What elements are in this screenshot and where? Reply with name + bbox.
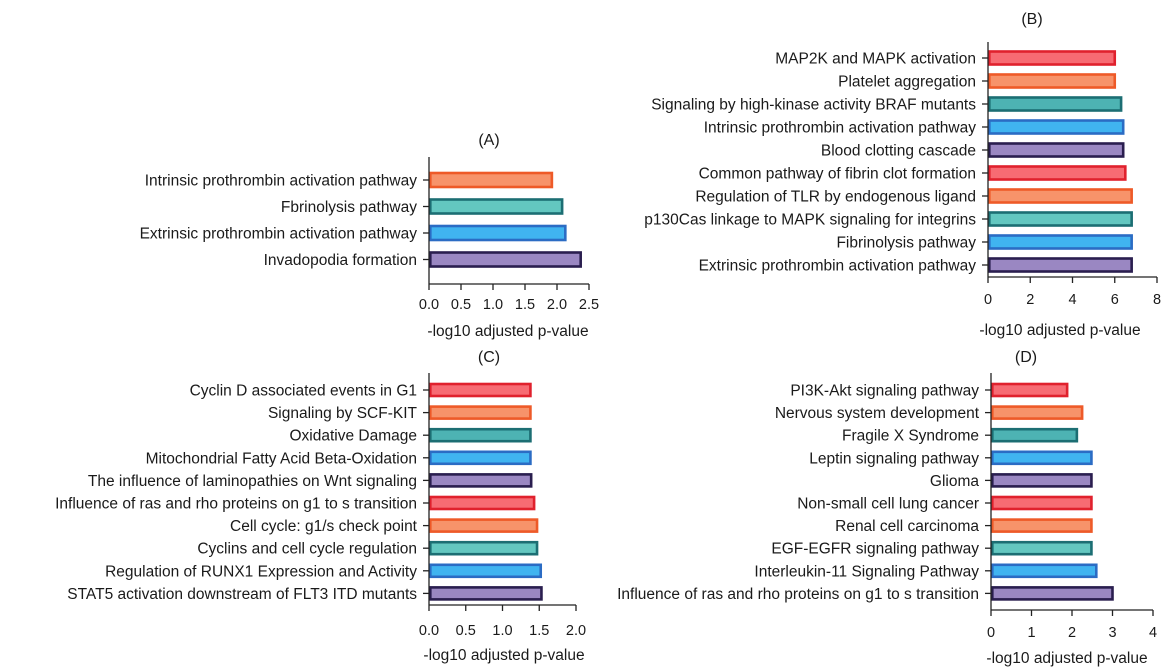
- bar: [428, 198, 564, 215]
- category-label: Extrinsic prothrombin activation pathway: [699, 258, 977, 275]
- panel-title: (A): [478, 132, 499, 149]
- x-tick-label: 0.0: [419, 623, 439, 639]
- bar: [428, 224, 567, 242]
- bar: [987, 165, 1127, 181]
- category-label: Intrinsic prothrombin activation pathway: [145, 173, 417, 190]
- category-label: STAT5 activation downstream of FLT3 ITD …: [67, 586, 417, 603]
- category-label: Oxidative Damage: [289, 428, 417, 445]
- bar: [987, 234, 1133, 250]
- panel-title: (D): [1015, 349, 1037, 366]
- x-tick-label: 0.5: [456, 623, 476, 639]
- category-label: Influence of ras and rho proteins on g1 …: [617, 586, 979, 603]
- bar: [987, 50, 1117, 66]
- bar: [428, 518, 539, 533]
- category-label: EGF-EGFR signaling pathway: [771, 541, 979, 558]
- bar: [990, 405, 1084, 420]
- x-axis-label: -log10 adjusted p-value: [427, 323, 588, 340]
- bar: [428, 382, 532, 398]
- x-tick-label: 4: [1149, 625, 1157, 641]
- bar: [987, 73, 1117, 89]
- category-label: Fbrinolysis pathway: [281, 199, 417, 216]
- bar: [987, 188, 1133, 204]
- category-label: Interleukin-11 Signaling Pathway: [754, 563, 979, 580]
- bar: [987, 211, 1133, 227]
- bar: [990, 540, 1093, 556]
- category-label: MAP2K and MAPK activation: [775, 51, 976, 68]
- category-label: Blood clotting cascade: [821, 143, 976, 160]
- category-label: Fragile X Syndrome: [842, 428, 979, 445]
- x-tick-label: 1.0: [492, 623, 512, 639]
- bar: [987, 142, 1125, 158]
- x-tick-label: 6: [1111, 292, 1119, 308]
- x-tick-label: 0.0: [419, 297, 439, 313]
- bar: [428, 563, 543, 579]
- category-label: Nervous system development: [775, 405, 980, 422]
- category-label: Common pathway of fibrin clot formation: [699, 166, 976, 183]
- category-label: Influence of ras and rho proteins on g1 …: [55, 496, 417, 513]
- category-label: Mitochondrial Fatty Acid Beta-Oxidation: [146, 450, 417, 467]
- x-tick-label: 2: [1068, 625, 1076, 641]
- x-tick-label: 4: [1068, 292, 1076, 308]
- x-tick-label: 2.0: [547, 297, 567, 313]
- bar: [428, 251, 582, 268]
- category-label: PI3K-Akt signaling pathway: [790, 383, 979, 400]
- category-label: p130Cas linkage to MAPK signaling for in…: [644, 212, 976, 229]
- bar: [987, 96, 1123, 112]
- category-label: Extrinsic prothrombin activation pathway: [140, 226, 418, 243]
- bar: [428, 450, 532, 466]
- category-label: Renal cell carcinoma: [835, 518, 979, 535]
- x-tick-label: 3: [1108, 625, 1116, 641]
- x-tick-label: 0.5: [451, 297, 471, 313]
- category-label: The influence of laminopathies on Wnt si…: [88, 473, 417, 490]
- x-tick-label: 1: [1027, 625, 1035, 641]
- category-label: Cyclin D associated events in G1: [190, 383, 417, 400]
- x-tick-label: 2: [1026, 292, 1034, 308]
- bar: [428, 495, 536, 511]
- bar: [428, 405, 532, 420]
- bar: [990, 495, 1093, 511]
- x-tick-label: 2.5: [579, 297, 599, 313]
- x-axis-label: -log10 adjusted p-value: [979, 322, 1140, 339]
- x-tick-label: 0: [987, 625, 995, 641]
- category-label: Platelet aggregation: [838, 74, 976, 91]
- bar: [428, 540, 539, 556]
- category-label: Cell cycle: g1/s check point: [230, 518, 418, 535]
- panel-title: (C): [478, 349, 500, 366]
- x-tick-label: 8: [1153, 292, 1161, 308]
- bar: [990, 518, 1093, 533]
- bar: [428, 171, 554, 189]
- bar: [990, 586, 1114, 601]
- category-label: Leptin signaling pathway: [809, 450, 979, 467]
- category-label: Non-small cell lung cancer: [797, 496, 979, 513]
- panel-title: (B): [1021, 11, 1042, 28]
- x-tick-label: 1.5: [515, 297, 535, 313]
- bar: [987, 119, 1125, 135]
- x-tick-label: 2.0: [566, 623, 586, 639]
- bar: [428, 427, 532, 443]
- bar: [987, 257, 1133, 273]
- bar: [990, 473, 1093, 488]
- bar: [428, 473, 533, 488]
- x-axis-label: -log10 adjusted p-value: [423, 647, 584, 664]
- category-label: Glioma: [930, 473, 979, 490]
- category-label: Fibrinolysis pathway: [836, 235, 976, 252]
- bar: [428, 586, 543, 601]
- category-label: Invadopodia formation: [264, 252, 417, 269]
- x-axis-label: -log10 adjusted p-value: [986, 650, 1147, 667]
- category-label: Regulation of RUNX1 Expression and Activ…: [105, 563, 417, 580]
- x-tick-label: 1.0: [483, 297, 503, 313]
- category-label: Signaling by SCF-KIT: [268, 405, 418, 422]
- category-label: Cyclins and cell cycle regulation: [197, 541, 417, 558]
- x-tick-label: 1.5: [529, 623, 549, 639]
- bar: [990, 427, 1079, 443]
- bar: [990, 563, 1098, 579]
- x-tick-label: 0: [984, 292, 992, 308]
- category-label: Regulation of TLR by endogenous ligand: [695, 189, 976, 206]
- category-label: Intrinsic prothrombin activation pathway: [704, 120, 976, 137]
- category-label: Signaling by high-kinase activity BRAF m…: [651, 97, 976, 114]
- bar: [990, 450, 1093, 466]
- bar: [990, 382, 1069, 398]
